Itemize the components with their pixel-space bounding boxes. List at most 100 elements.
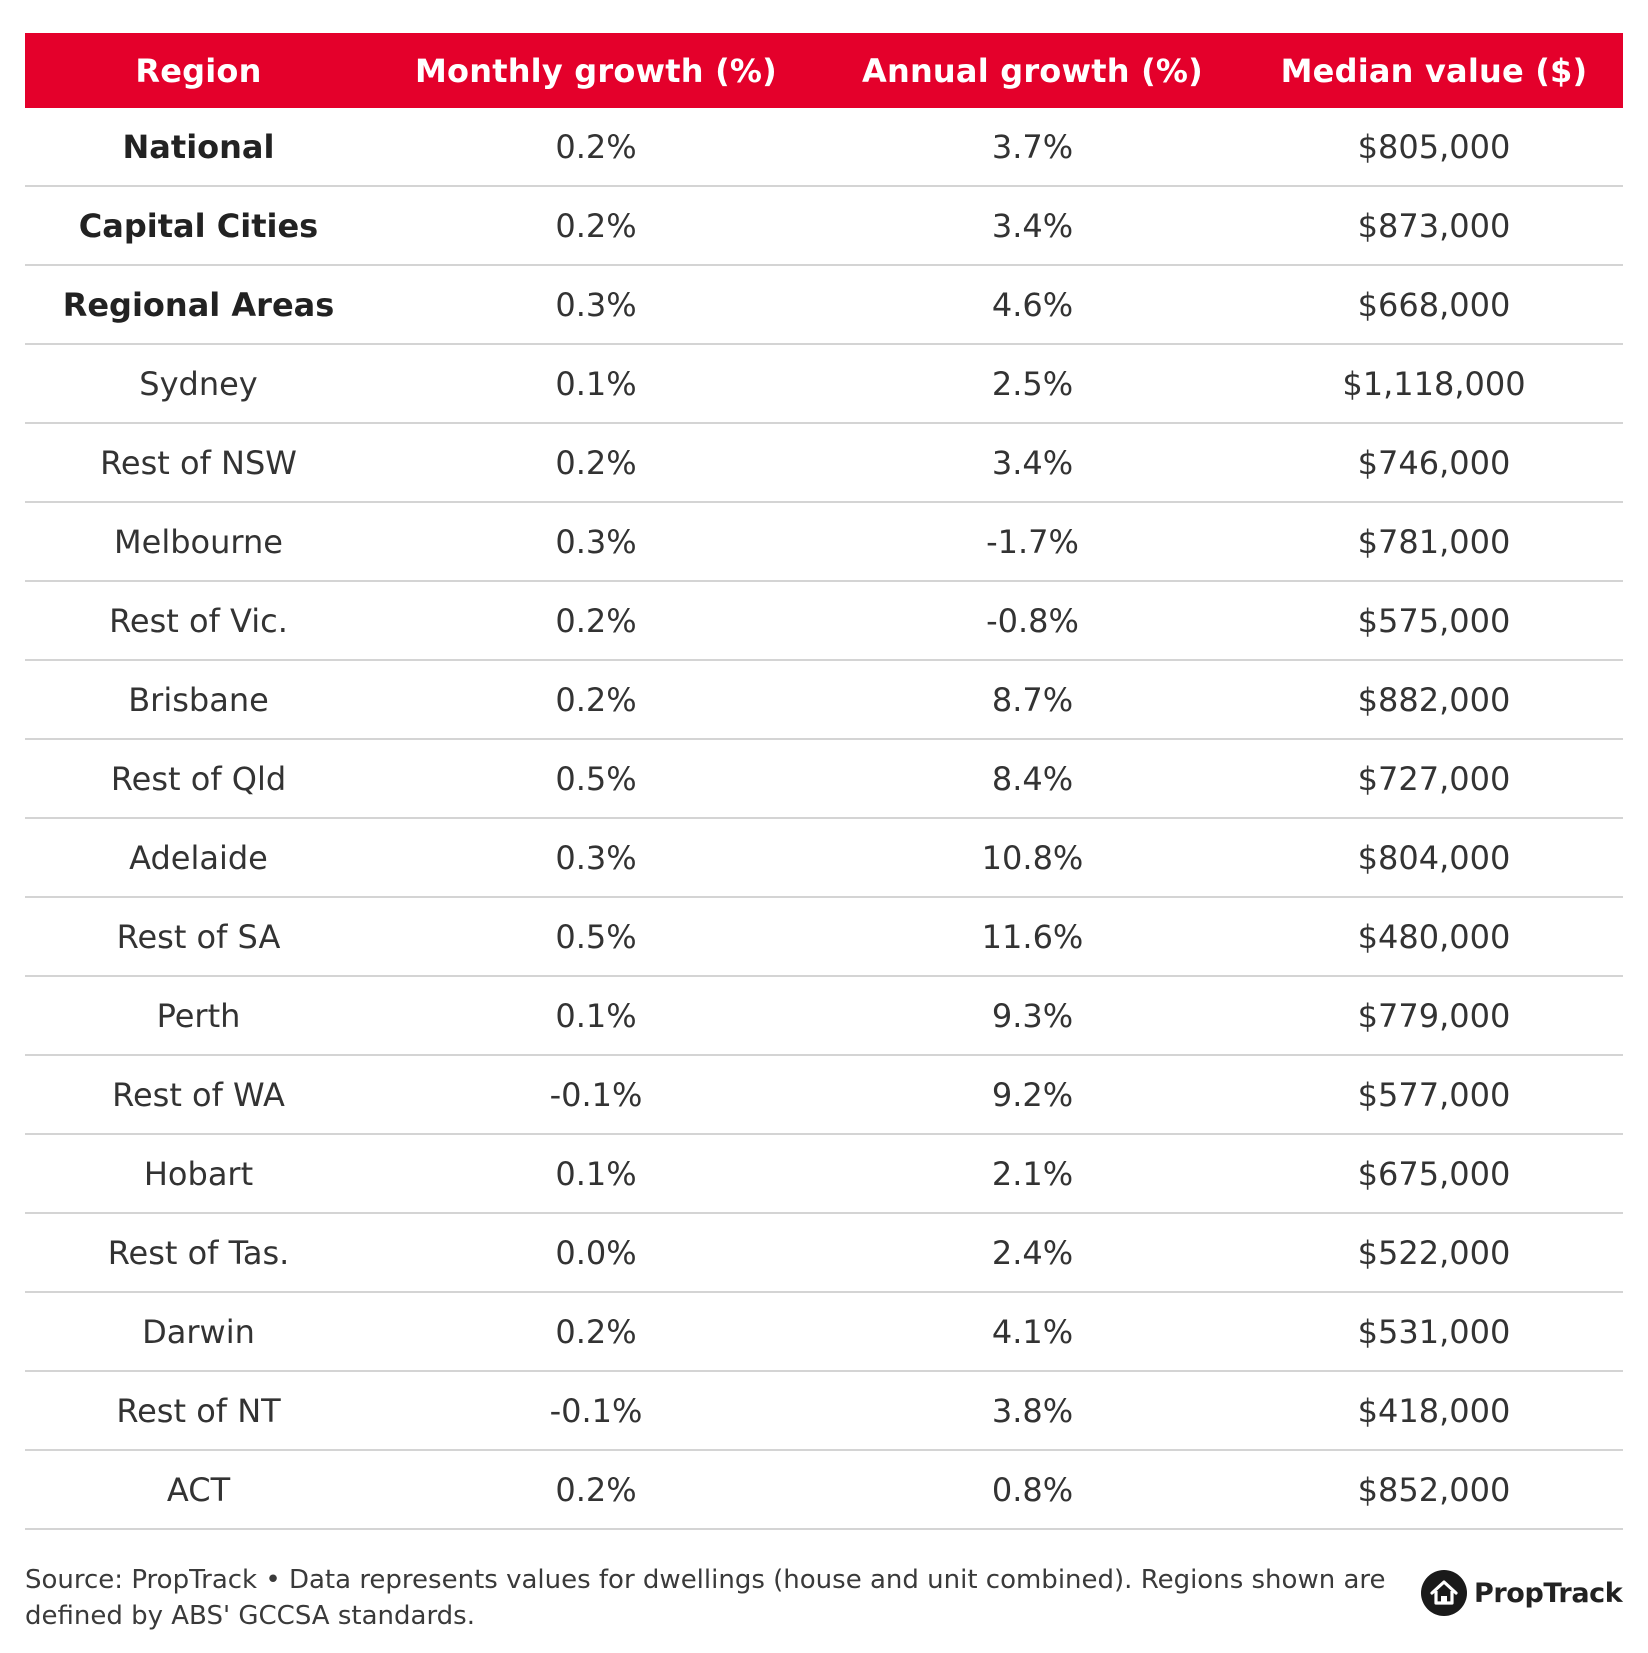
proptrack-logo: PropTrack	[1420, 1567, 1623, 1619]
table-row: Darwin 0.2% 4.1% $531,000	[25, 1292, 1623, 1372]
table-row: Rest of NSW 0.2% 3.4% $746,000	[25, 423, 1623, 503]
annual-growth-cell: 11.6%	[820, 897, 1245, 977]
median-value-cell: $873,000	[1245, 186, 1623, 266]
annual-growth-cell: 3.4%	[820, 186, 1245, 266]
region-cell: Perth	[25, 976, 372, 1056]
median-value-cell: $805,000	[1245, 108, 1623, 187]
header-median-value: Median value ($)	[1245, 33, 1623, 108]
annual-growth-cell: 8.4%	[820, 739, 1245, 819]
region-cell: Brisbane	[25, 660, 372, 740]
median-value-cell: $882,000	[1245, 660, 1623, 740]
source-note: Source: PropTrack • Data represents valu…	[25, 1565, 1386, 1631]
growth-table: Region Monthly growth (%) Annual growth …	[25, 33, 1623, 1530]
table-header: Region Monthly growth (%) Annual growth …	[25, 33, 1623, 108]
monthly-growth-cell: 0.3%	[372, 265, 820, 345]
median-value-cell: $781,000	[1245, 502, 1623, 582]
region-cell: Rest of Vic.	[25, 581, 372, 661]
header-row: Region Monthly growth (%) Annual growth …	[25, 33, 1623, 108]
monthly-growth-cell: -0.1%	[372, 1371, 820, 1451]
table-row: Sydney 0.1% 2.5% $1,118,000	[25, 344, 1623, 424]
monthly-growth-cell: 0.1%	[372, 1134, 820, 1214]
median-value-cell: $522,000	[1245, 1213, 1623, 1293]
median-value-cell: $480,000	[1245, 897, 1623, 977]
house-icon	[1421, 1570, 1467, 1616]
region-cell: Rest of SA	[25, 897, 372, 977]
annual-growth-cell: 3.4%	[820, 423, 1245, 503]
table-row: ACT 0.2% 0.8% $852,000	[25, 1450, 1623, 1530]
region-cell: Melbourne	[25, 502, 372, 582]
table-row: Capital Cities 0.2% 3.4% $873,000	[25, 186, 1623, 266]
median-value-cell: $675,000	[1245, 1134, 1623, 1214]
table-row: Regional Areas 0.3% 4.6% $668,000	[25, 265, 1623, 345]
annual-growth-cell: -0.8%	[820, 581, 1245, 661]
monthly-growth-cell: 0.1%	[372, 344, 820, 424]
monthly-growth-cell: 0.2%	[372, 186, 820, 266]
median-value-cell: $577,000	[1245, 1055, 1623, 1135]
region-cell: Rest of Tas.	[25, 1213, 372, 1293]
annual-growth-cell: 4.6%	[820, 265, 1245, 345]
table-row: Perth 0.1% 9.3% $779,000	[25, 976, 1623, 1056]
monthly-growth-cell: 0.3%	[372, 818, 820, 898]
table-row: Rest of WA -0.1% 9.2% $577,000	[25, 1055, 1623, 1135]
table-row: Brisbane 0.2% 8.7% $882,000	[25, 660, 1623, 740]
monthly-growth-cell: -0.1%	[372, 1055, 820, 1135]
median-value-cell: $746,000	[1245, 423, 1623, 503]
median-value-cell: $727,000	[1245, 739, 1623, 819]
header-region: Region	[25, 33, 372, 108]
monthly-growth-cell: 0.2%	[372, 1292, 820, 1372]
table-row: Rest of Vic. 0.2% -0.8% $575,000	[25, 581, 1623, 661]
annual-growth-cell: 2.1%	[820, 1134, 1245, 1214]
region-cell: Darwin	[25, 1292, 372, 1372]
table-row: Rest of NT -0.1% 3.8% $418,000	[25, 1371, 1623, 1451]
median-value-cell: $1,118,000	[1245, 344, 1623, 424]
median-value-cell: $531,000	[1245, 1292, 1623, 1372]
brand-name: PropTrack	[1474, 1577, 1623, 1609]
annual-growth-cell: 2.5%	[820, 344, 1245, 424]
region-cell: Rest of NSW	[25, 423, 372, 503]
monthly-growth-cell: 0.3%	[372, 502, 820, 582]
median-value-cell: $575,000	[1245, 581, 1623, 661]
annual-growth-cell: 9.2%	[820, 1055, 1245, 1135]
monthly-growth-cell: 0.2%	[372, 423, 820, 503]
table-row: Rest of Qld 0.5% 8.4% $727,000	[25, 739, 1623, 819]
annual-growth-cell: -1.7%	[820, 502, 1245, 582]
region-cell: Adelaide	[25, 818, 372, 898]
annual-growth-cell: 2.4%	[820, 1213, 1245, 1293]
monthly-growth-cell: 0.1%	[372, 976, 820, 1056]
table-body: National 0.2% 3.7% $805,000 Capital Cities 0.…	[25, 108, 1623, 1530]
table-row: Melbourne 0.3% -1.7% $781,000	[25, 502, 1623, 582]
annual-growth-cell: 3.8%	[820, 1371, 1245, 1451]
monthly-growth-cell: 0.5%	[372, 739, 820, 819]
header-annual-growth: Annual growth (%)	[820, 33, 1245, 108]
median-value-cell: $852,000	[1245, 1450, 1623, 1530]
region-cell: Rest of WA	[25, 1055, 372, 1135]
monthly-growth-cell: 0.0%	[372, 1213, 820, 1293]
annual-growth-cell: 4.1%	[820, 1292, 1245, 1372]
monthly-growth-cell: 0.5%	[372, 897, 820, 977]
annual-growth-cell: 3.7%	[820, 108, 1245, 187]
region-cell: Rest of Qld	[25, 739, 372, 819]
data-table-container: Region Monthly growth (%) Annual growth …	[25, 33, 1623, 1530]
monthly-growth-cell: 0.2%	[372, 108, 820, 187]
region-cell: ACT	[25, 1450, 372, 1530]
header-monthly-growth: Monthly growth (%)	[372, 33, 820, 108]
median-value-cell: $779,000	[1245, 976, 1623, 1056]
region-cell: Regional Areas	[25, 265, 372, 345]
monthly-growth-cell: 0.2%	[372, 1450, 820, 1530]
annual-growth-cell: 0.8%	[820, 1450, 1245, 1530]
table-row: Adelaide 0.3% 10.8% $804,000	[25, 818, 1623, 898]
median-value-cell: $804,000	[1245, 818, 1623, 898]
annual-growth-cell: 9.3%	[820, 976, 1245, 1056]
region-cell: National	[25, 108, 372, 187]
region-cell: Rest of NT	[25, 1371, 372, 1451]
region-cell: Hobart	[25, 1134, 372, 1214]
region-cell: Sydney	[25, 344, 372, 424]
monthly-growth-cell: 0.2%	[372, 660, 820, 740]
table-row: National 0.2% 3.7% $805,000	[25, 108, 1623, 187]
median-value-cell: $418,000	[1245, 1371, 1623, 1451]
median-value-cell: $668,000	[1245, 265, 1623, 345]
table-row: Hobart 0.1% 2.1% $675,000	[25, 1134, 1623, 1214]
annual-growth-cell: 8.7%	[820, 660, 1245, 740]
region-cell: Capital Cities	[25, 186, 372, 266]
annual-growth-cell: 10.8%	[820, 818, 1245, 898]
